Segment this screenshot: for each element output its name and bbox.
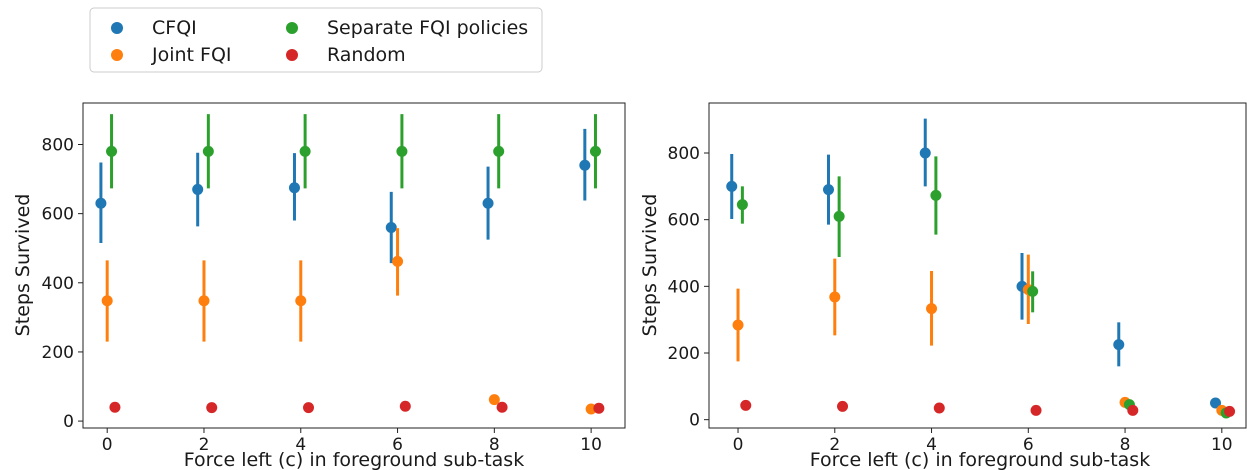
point-random (399, 400, 411, 412)
point-random (303, 402, 315, 414)
y-tick-label: 600 (42, 205, 74, 225)
point-cfqi (726, 180, 738, 192)
point-joint-fqi (392, 255, 404, 267)
x-tick-label: 4 (926, 435, 937, 455)
point-random (496, 401, 508, 413)
point-cfqi (95, 197, 107, 209)
legend: CFQI Joint FQI Separate FQI policies Ran… (89, 7, 543, 73)
legend-marker-random (286, 49, 298, 61)
point-joint-fqi (101, 295, 113, 307)
axis-ticks: 0 2 4 6 8 10 0 200 400 600 800 (668, 144, 1233, 455)
y-tick-label: 0 (689, 411, 700, 431)
legend-label-random: Random (327, 44, 406, 66)
point-separate-fqi-policies (930, 189, 942, 201)
x-axis-label: Force left (c) in foreground sub-task (810, 449, 1150, 470)
point-separate-fqi-policies (493, 145, 505, 157)
legend-frame (89, 7, 543, 73)
chart-left: 0 2 4 6 8 10 0 200 400 600 800 Force left (c) in f… (12, 102, 626, 470)
y-axis-label: Steps Survived (639, 194, 661, 337)
point-separate-fqi-policies (202, 145, 214, 157)
x-tick-label: 10 (580, 435, 602, 455)
y-tick-label: 400 (668, 277, 700, 297)
y-tick-label: 200 (42, 343, 74, 363)
plot-frame (708, 102, 1247, 429)
y-axis-label: Steps Survived (12, 194, 34, 337)
point-joint-fqi (926, 303, 938, 315)
x-tick-label: 6 (392, 435, 403, 455)
y-tick-label: 200 (668, 344, 700, 364)
legend-marker-cfqi (111, 22, 123, 34)
x-tick-label: 4 (295, 435, 306, 455)
legend-label-joint-fqi: Joint FQI (151, 44, 232, 66)
y-tick-label: 600 (668, 211, 700, 231)
point-separate-fqi-policies (589, 145, 601, 157)
point-separate-fqi-policies (736, 199, 748, 211)
x-tick-label: 6 (1023, 435, 1034, 455)
x-tick-label: 8 (1120, 435, 1131, 455)
point-separate-fqi-policies (1027, 285, 1039, 297)
point-cfqi (288, 182, 300, 194)
point-joint-fqi (732, 319, 744, 331)
point-cfqi (1113, 339, 1125, 351)
legend-label-cfqi: CFQI (152, 17, 197, 39)
axis-ticks: 0 2 4 6 8 10 0 200 400 600 800 (42, 135, 602, 455)
y-tick-label: 800 (668, 144, 700, 164)
legend-marker-joint-fqi (111, 49, 123, 61)
point-random (837, 400, 849, 412)
point-random (109, 401, 121, 413)
chart-right: 0 2 4 6 8 10 0 200 400 600 800 Force left (c) in f… (639, 102, 1247, 470)
x-tick-label: 0 (733, 435, 744, 455)
point-joint-fqi (295, 295, 307, 307)
plot-frame (82, 102, 626, 429)
x-axis-label: Force left (c) in foreground sub-task (184, 449, 524, 470)
point-separate-fqi-policies (106, 145, 118, 157)
point-random (593, 402, 605, 414)
point-cfqi (579, 159, 591, 171)
x-tick-label: 0 (102, 435, 113, 455)
x-tick-label: 10 (1211, 435, 1233, 455)
point-cfqi (482, 197, 494, 209)
legend-label-separate-fqi: Separate FQI policies (327, 17, 528, 39)
point-random (206, 402, 218, 414)
point-random (933, 402, 945, 414)
point-joint-fqi (198, 295, 210, 307)
data-marks (726, 118, 1236, 419)
point-cfqi (385, 221, 397, 233)
legend-marker-separate-fqi (286, 22, 298, 34)
y-tick-label: 800 (42, 135, 74, 155)
point-cfqi (919, 147, 931, 159)
point-joint-fqi (829, 291, 841, 303)
point-cfqi (822, 184, 834, 196)
x-tick-label: 8 (489, 435, 500, 455)
point-separate-fqi-policies (396, 145, 408, 157)
y-tick-label: 400 (42, 274, 74, 294)
point-cfqi (1210, 397, 1222, 409)
point-random (1127, 404, 1139, 416)
point-cfqi (192, 183, 204, 195)
point-separate-fqi-policies (833, 210, 845, 222)
x-tick-label: 2 (199, 435, 210, 455)
point-separate-fqi-policies (299, 145, 311, 157)
point-random (1224, 405, 1236, 417)
point-random (740, 399, 752, 411)
point-joint-fqi (488, 394, 500, 406)
y-tick-label: 0 (63, 412, 74, 432)
point-random (1030, 404, 1042, 416)
data-marks (95, 114, 605, 415)
x-tick-label: 2 (829, 435, 840, 455)
